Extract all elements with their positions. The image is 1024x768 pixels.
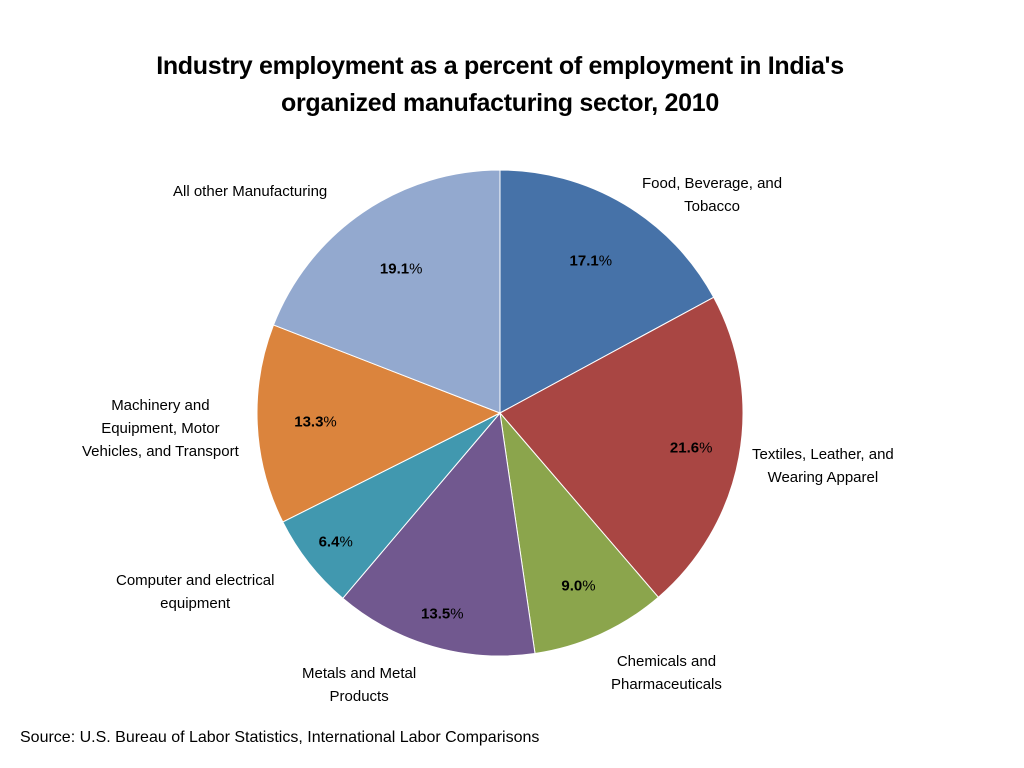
pie-slice-7 [272, 169, 501, 414]
slice-value-unit: % [409, 260, 423, 278]
slice-category-label-line: Vehicles, and Transport [82, 443, 239, 460]
slice-value-label: 17.1% [570, 252, 613, 269]
pie-slice-1 [499, 169, 715, 414]
chart-title-line-1: Industry employment as a percent of empl… [156, 52, 844, 80]
slice-value-unit: % [598, 252, 613, 270]
slice-category-label: Food, Beverage, and Tobacco [642, 172, 782, 218]
slice-value-number: 19.1 [379, 260, 410, 278]
slice-category-label-line: Pharmaceuticals [611, 676, 722, 693]
pie-slice-6 [256, 324, 502, 523]
pie-slice-3 [499, 411, 660, 655]
chart-title-line-2: organized manufacturing sector, 2010 [281, 89, 719, 117]
pie-slice-4 [342, 411, 536, 657]
slice-value-number: 13.3 [294, 413, 324, 431]
slice-category-label-line: Food, Beverage, and [642, 175, 783, 192]
slice-value-label: 9.0% [561, 577, 595, 594]
slice-value-unit: % [582, 577, 596, 594]
slice-category-label: Metals and Metal Products [302, 662, 416, 708]
slice-category-label: Computer and electrical equipment [116, 569, 274, 615]
slice-category-label-line: Metals and Metal [302, 665, 417, 682]
slice-value-label: 6.4% [319, 534, 353, 551]
slice-value-unit: % [323, 413, 337, 431]
slice-category-label: All other Manufacturing [173, 180, 327, 203]
slice-category-label-line: equipment [160, 595, 231, 612]
slice-category-label-line: Computer and electrical [116, 572, 275, 589]
slice-value-unit: % [450, 605, 464, 623]
slice-value-label: 21.6% [670, 440, 713, 457]
slice-value-unit: % [699, 439, 713, 457]
source-note: Source: U.S. Bureau of Labor Statistics,… [20, 729, 540, 746]
slice-category-label-line: Wearing Apparel [767, 469, 879, 486]
pie-slice-2 [499, 296, 744, 598]
slice-value-label: 13.3% [294, 413, 337, 430]
slice-category-label-line: Chemicals and [616, 653, 717, 670]
slice-value-number: 6.4 [318, 533, 340, 551]
slice-category-label-line: Products [329, 688, 389, 705]
slice-category-label-line: All other Manufacturing [173, 183, 328, 200]
slice-value-number: 9.0 [561, 577, 583, 594]
slice-category-label-line: Tobacco [684, 198, 740, 215]
chart-title: Industry employment as a percent of empl… [0, 48, 1000, 122]
slice-value-number: 21.6 [669, 439, 700, 457]
slice-category-label: Machinery and Equipment, Motor Vehicles, a… [82, 394, 239, 463]
slice-value-number: 17.1 [569, 252, 599, 270]
slice-value-label: 19.1% [380, 260, 423, 277]
slice-value-label: 13.5% [421, 605, 464, 622]
slice-category-label-line: Equipment, Motor [101, 420, 220, 437]
slice-category-label-line: Textiles, Leather, and [752, 446, 894, 463]
slice-category-label-line: Machinery and [111, 397, 210, 414]
slice-category-label: Chemicals and Pharmaceuticals [611, 650, 722, 696]
slice-category-label: Textiles, Leather, and Wearing Apparel [752, 443, 894, 489]
slice-value-number: 13.5 [421, 605, 451, 623]
slice-value-unit: % [339, 533, 353, 551]
